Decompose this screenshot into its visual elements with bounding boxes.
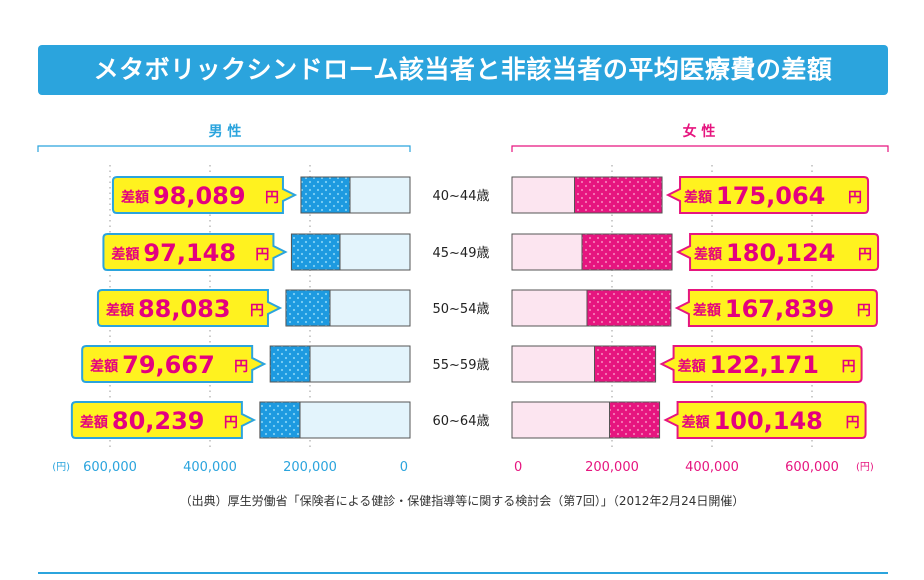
male-group-label: 男 性 [209,123,242,140]
age-category-label: 55~59歳 [433,358,490,373]
male-base-bar [299,401,411,439]
male-difference-unit: 円 [265,190,279,206]
female-bar-outline [511,345,657,383]
age-category-label: 45~49歳 [433,246,490,261]
female-difference-bar [609,402,660,438]
female-base-bar [512,402,610,438]
male-difference-value: 79,667 [122,351,215,379]
female-difference-unit: 円 [846,415,860,431]
female-difference-value: 167,839 [725,295,834,323]
male-difference-callout [70,401,257,439]
male-base-bar [329,289,411,327]
female-difference-callout [659,345,863,383]
female-difference-prefix: 差額 [678,358,706,375]
male-difference-unit: 円 [255,247,269,263]
female-x-tick-label: 0 [514,460,522,475]
male-bar-outline [290,233,411,271]
female-difference-prefix: 差額 [684,189,712,206]
female-difference-bar [594,346,656,382]
male-x-tick-label: 600,000 [83,460,137,475]
female-difference-bar [587,290,671,326]
male-difference-callout [81,345,267,383]
male-difference-prefix: 差額 [80,414,108,431]
female-base-bar [512,346,595,382]
female-difference-prefix: 差額 [682,414,710,431]
female-difference-unit: 円 [858,247,872,263]
male-difference-callout [102,233,288,271]
male-difference-prefix: 差額 [111,246,139,263]
male-difference-bar [291,234,340,270]
male-x-tick-label: 200,000 [283,460,337,475]
female-x-tick-label: 600,000 [785,460,839,475]
male-difference-value: 97,148 [143,239,236,267]
female-group-label: 女 性 [683,123,716,140]
female-x-tick-label: 400,000 [685,460,739,475]
male-difference-bar [270,346,310,382]
page-title: メタボリックシンドローム該当者と非該当者の平均医療費の差額 [38,45,888,95]
female-difference-value: 100,148 [714,407,823,435]
female-bracket [511,145,889,152]
male-difference-bar [259,402,300,438]
male-difference-bar [285,290,330,326]
male-difference-value: 80,239 [112,407,205,435]
male-difference-prefix: 差額 [106,302,134,319]
age-category-label: 50~54歳 [433,302,490,317]
male-bar-outline [259,401,411,439]
male-difference-unit: 円 [234,359,248,375]
female-difference-callout [665,176,870,214]
female-difference-unit: 円 [848,190,862,206]
male-bracket [37,145,411,152]
female-x-unit: (円) [856,462,874,473]
female-base-bar [512,177,575,213]
age-category-label: 40~44歳 [433,189,490,204]
female-difference-value: 175,064 [716,182,825,210]
source-note: （出典）厚生労働省「保険者による健診・保健指導等に関する検討会（第7回）」（20… [179,494,745,508]
female-bar-outline [511,176,663,214]
age-category-label: 60~64歳 [433,414,490,429]
male-bar-outline [285,289,411,327]
female-difference-prefix: 差額 [693,302,721,319]
female-x-tick-label: 200,000 [585,460,639,475]
male-base-bar [339,233,411,271]
male-difference-value: 98,089 [153,182,246,210]
male-base-bar [309,345,411,383]
male-bar-outline [269,345,411,383]
male-x-tick-label: 0 [400,460,408,475]
male-difference-unit: 円 [250,303,264,319]
female-base-bar [512,234,582,270]
female-bar-outline [511,289,672,327]
male-difference-prefix: 差額 [90,358,118,375]
female-difference-callout [663,401,867,439]
female-difference-value: 180,124 [726,239,835,267]
female-difference-callout [674,289,878,327]
male-difference-bar [300,177,350,213]
bar-chart: 男 性女 性40~44歳差額 98,089 円差額 175,064 円45~49歳差額 9… [37,123,889,475]
female-difference-unit: 円 [842,359,856,375]
female-difference-callout [675,233,880,271]
female-difference-unit: 円 [857,303,871,319]
male-difference-callout [96,289,283,327]
female-bar-outline [511,233,673,271]
male-difference-value: 88,083 [138,295,231,323]
male-difference-unit: 円 [224,415,238,431]
female-base-bar [512,290,587,326]
male-x-tick-label: 400,000 [183,460,237,475]
female-difference-bar [582,234,673,270]
male-bar-outline [300,176,411,214]
female-difference-prefix: 差額 [694,246,722,263]
footer-rule [38,572,888,574]
male-x-unit: (円) [52,462,70,473]
female-bar-outline [511,401,661,439]
male-difference-prefix: 差額 [121,189,149,206]
female-difference-bar [574,177,663,213]
male-difference-callout [111,176,298,214]
male-base-bar [349,176,411,214]
female-difference-value: 122,171 [710,351,819,379]
